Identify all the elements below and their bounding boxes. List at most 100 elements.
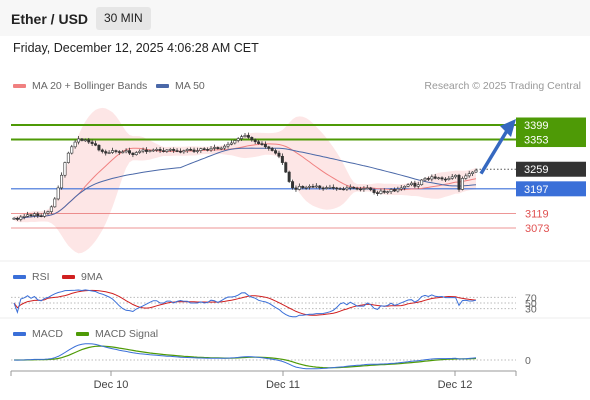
- candle-body: [301, 185, 305, 189]
- candle-body: [12, 217, 16, 220]
- candle-body: [151, 149, 155, 152]
- candle-body: [355, 187, 359, 190]
- candle-body: [46, 211, 50, 214]
- candle-body: [73, 141, 77, 148]
- candle-body: [348, 186, 352, 189]
- candle-body: [70, 146, 74, 154]
- candle-body: [433, 176, 437, 179]
- rsi-level-label: 70: [525, 292, 537, 304]
- candle-body: [90, 141, 94, 144]
- legend-rsi-label: RSI: [32, 271, 50, 283]
- copyright-text: Research © 2025 Trading Central: [424, 80, 581, 92]
- legend-rsi-ma-label: 9MA: [81, 271, 103, 283]
- candle-body: [114, 150, 118, 152]
- candle-body: [117, 151, 121, 153]
- support-label: 3119: [525, 208, 549, 220]
- candle-body: [94, 143, 98, 146]
- candle-body: [389, 189, 393, 192]
- candle-body: [311, 185, 315, 188]
- pivot-tag: [516, 181, 586, 197]
- candle-body: [189, 149, 193, 151]
- candle-body: [396, 188, 400, 192]
- candle-body: [352, 186, 356, 189]
- candle-body: [172, 149, 176, 151]
- candle-body: [229, 142, 233, 145]
- legend-macd: MACD: [13, 328, 63, 340]
- candle-body: [209, 148, 213, 151]
- candle-body: [175, 150, 179, 152]
- candle-body: [342, 188, 346, 191]
- macd-signal-swatch: [76, 332, 89, 337]
- candle-body: [83, 139, 87, 142]
- candle-body: [409, 182, 413, 186]
- x-tick-label: Dec 12: [438, 379, 473, 391]
- forecast-arrow-head: [500, 119, 516, 137]
- forecast-arrow-shaft: [479, 128, 510, 175]
- candle-body: [413, 182, 417, 187]
- candle-body: [43, 212, 47, 217]
- candle-body: [267, 146, 271, 149]
- candle-body: [138, 150, 142, 153]
- candle-body: [369, 187, 373, 191]
- candle-body: [100, 149, 104, 152]
- candle-body: [284, 162, 288, 173]
- candle-body: [406, 184, 410, 187]
- timeframe-button[interactable]: 30 MIN: [96, 7, 151, 30]
- resistance-tag: [516, 132, 586, 148]
- ma50-line: [13, 147, 477, 220]
- rsi-ma-swatch: [62, 275, 75, 280]
- legend-ma50: MA 50: [156, 80, 205, 92]
- candle-body: [22, 216, 26, 218]
- candle-body: [467, 173, 471, 177]
- candle-body: [338, 188, 342, 190]
- candle-body: [121, 151, 125, 154]
- legend-ma50-label: MA 50: [175, 80, 205, 92]
- candle-body: [36, 213, 40, 216]
- candle-body: [430, 176, 434, 180]
- candle-body: [165, 149, 169, 152]
- ma50-swatch: [156, 84, 169, 89]
- candle-body: [124, 150, 128, 153]
- current-price-label: 3259: [524, 164, 548, 176]
- legend-macd-signal: MACD Signal: [76, 328, 158, 340]
- candle-body: [263, 143, 267, 148]
- candle-body: [362, 188, 366, 190]
- candle-body: [168, 149, 172, 151]
- legend-ma20: MA 20 + Bollinger Bands: [13, 80, 147, 92]
- candle-body: [253, 139, 257, 143]
- resistance-tag: [516, 117, 586, 133]
- candle-body: [314, 185, 318, 188]
- candle-body: [134, 152, 138, 155]
- legend-rsi-ma: 9MA: [62, 271, 103, 283]
- rsi-level-label: 50: [525, 298, 537, 310]
- candle-body: [243, 135, 247, 137]
- candle-body: [240, 136, 244, 139]
- candle-body: [19, 216, 23, 220]
- candle-body: [440, 177, 444, 180]
- candle-body: [471, 171, 475, 174]
- candle-body: [274, 150, 278, 154]
- candle-body: [195, 150, 199, 152]
- candle-body: [80, 138, 84, 141]
- candle-body: [161, 150, 165, 152]
- candle-body: [392, 189, 396, 192]
- candle-body: [426, 178, 430, 180]
- macd-line: [13, 343, 477, 370]
- candle-body: [202, 148, 206, 150]
- candle-body: [53, 198, 57, 208]
- candle-body: [359, 188, 362, 191]
- candle-body: [474, 169, 478, 173]
- candle-body: [15, 217, 19, 220]
- candle-body: [148, 150, 152, 152]
- candle-body: [403, 185, 407, 189]
- candle-body: [437, 177, 441, 180]
- candle-body: [318, 185, 322, 189]
- candle-body: [464, 175, 468, 179]
- candle-body: [32, 213, 36, 216]
- candle-body: [60, 174, 64, 189]
- candle-body: [246, 135, 250, 138]
- candle-body: [335, 187, 339, 190]
- candle-body: [457, 174, 461, 190]
- candle-body: [304, 186, 308, 189]
